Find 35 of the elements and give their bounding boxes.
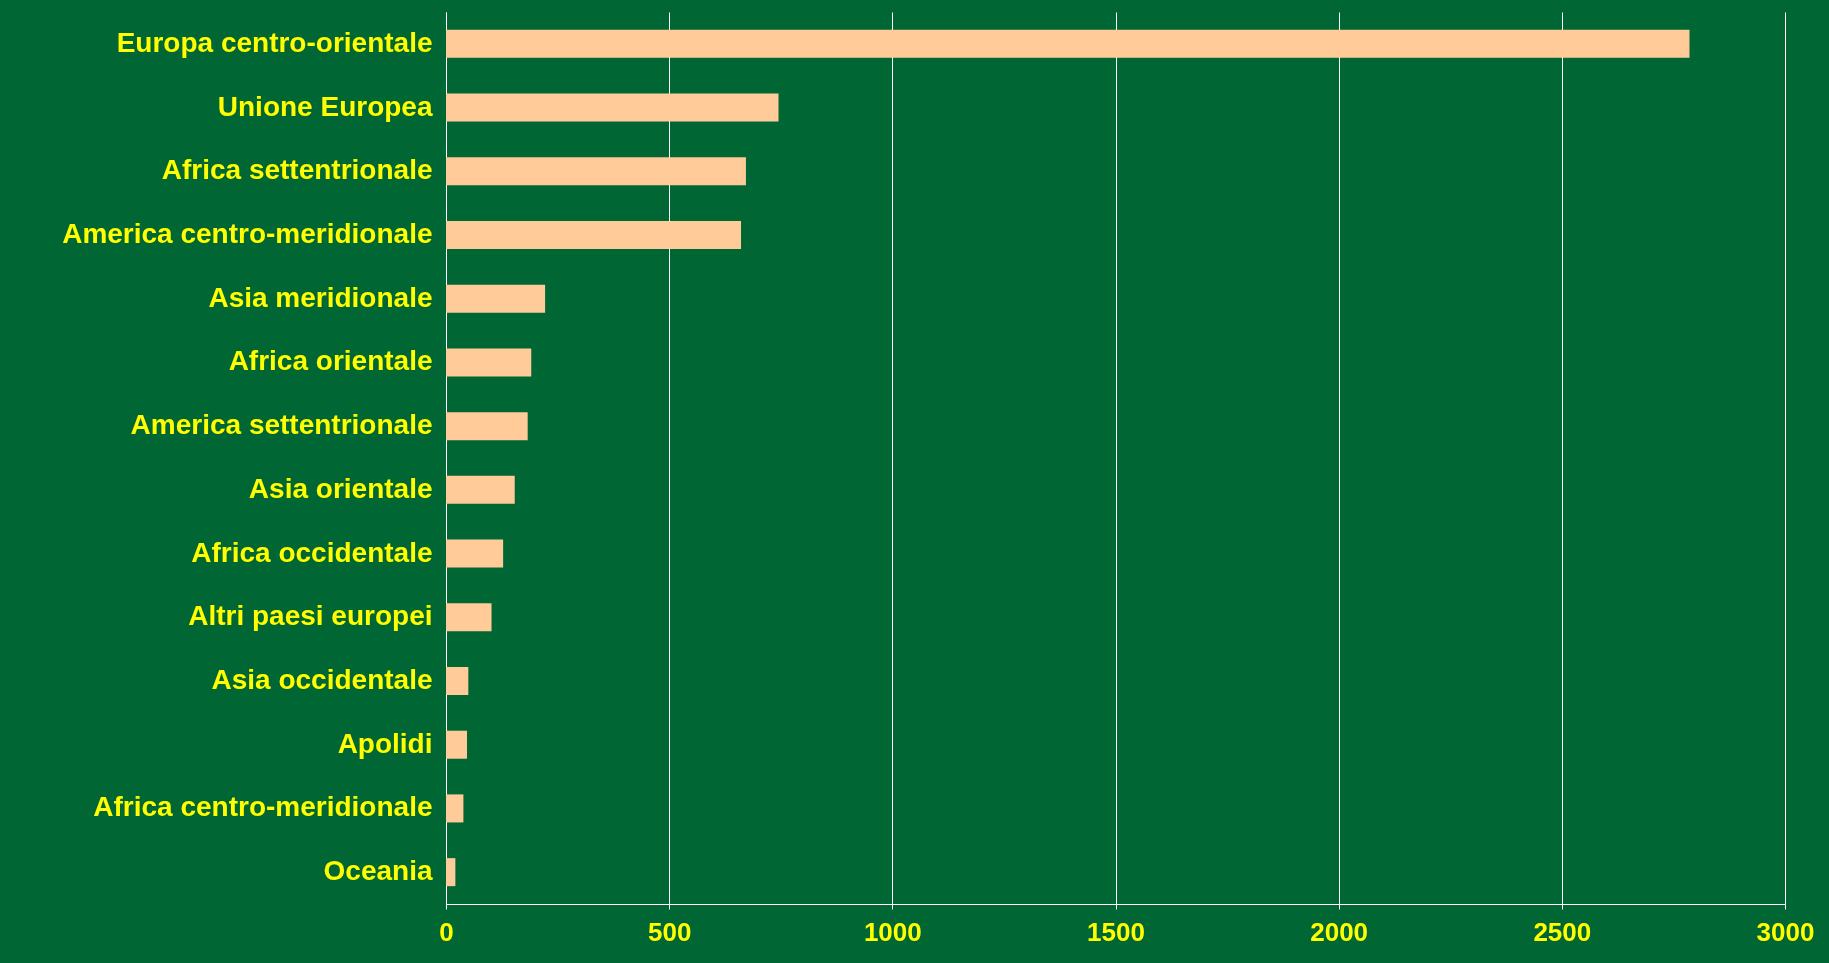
bar bbox=[446, 794, 464, 823]
bar bbox=[446, 157, 746, 186]
x-tick-label: 2000 bbox=[1310, 916, 1369, 947]
x-tick-label: 3000 bbox=[1756, 916, 1815, 947]
bar bbox=[446, 284, 546, 313]
y-tick-label: Africa orientale bbox=[228, 345, 433, 377]
bar bbox=[446, 666, 469, 696]
x-tick-label: 1500 bbox=[1087, 916, 1145, 947]
bar bbox=[446, 29, 1690, 58]
bar bbox=[446, 220, 742, 250]
x-tick-label: 500 bbox=[647, 916, 692, 947]
bar bbox=[446, 412, 528, 441]
bar bbox=[446, 93, 779, 122]
y-tick-label: Asia orientale bbox=[248, 472, 433, 504]
y-tick-label: Africa centro-meridionale bbox=[93, 791, 433, 823]
y-tick-label: Oceania bbox=[323, 855, 433, 887]
y-tick-label: Europa centro-orientale bbox=[116, 26, 433, 58]
y-tick-label: Altri paesi europei bbox=[188, 600, 433, 632]
bar bbox=[446, 539, 504, 568]
x-tick-label: 0 bbox=[439, 916, 454, 947]
bar bbox=[446, 858, 456, 887]
x-tick-label: 2500 bbox=[1533, 916, 1592, 947]
y-tick-label: Unione Europea bbox=[217, 90, 433, 122]
y-tick-label: Africa occidentale bbox=[191, 536, 433, 568]
y-tick-label: Africa settentrionale bbox=[161, 154, 433, 186]
y-tick-label: America centro-meridionale bbox=[62, 218, 433, 249]
bar bbox=[446, 603, 492, 632]
y-tick-label: Apolidi bbox=[337, 727, 433, 759]
bar bbox=[446, 730, 467, 759]
x-tick-label: 1000 bbox=[863, 916, 922, 947]
bar bbox=[446, 348, 532, 377]
y-tick-label: Asia occidentale bbox=[211, 664, 433, 695]
y-tick-label: America settentrionale bbox=[130, 409, 433, 441]
bar bbox=[446, 475, 515, 504]
y-tick-label: Asia meridionale bbox=[208, 281, 433, 313]
